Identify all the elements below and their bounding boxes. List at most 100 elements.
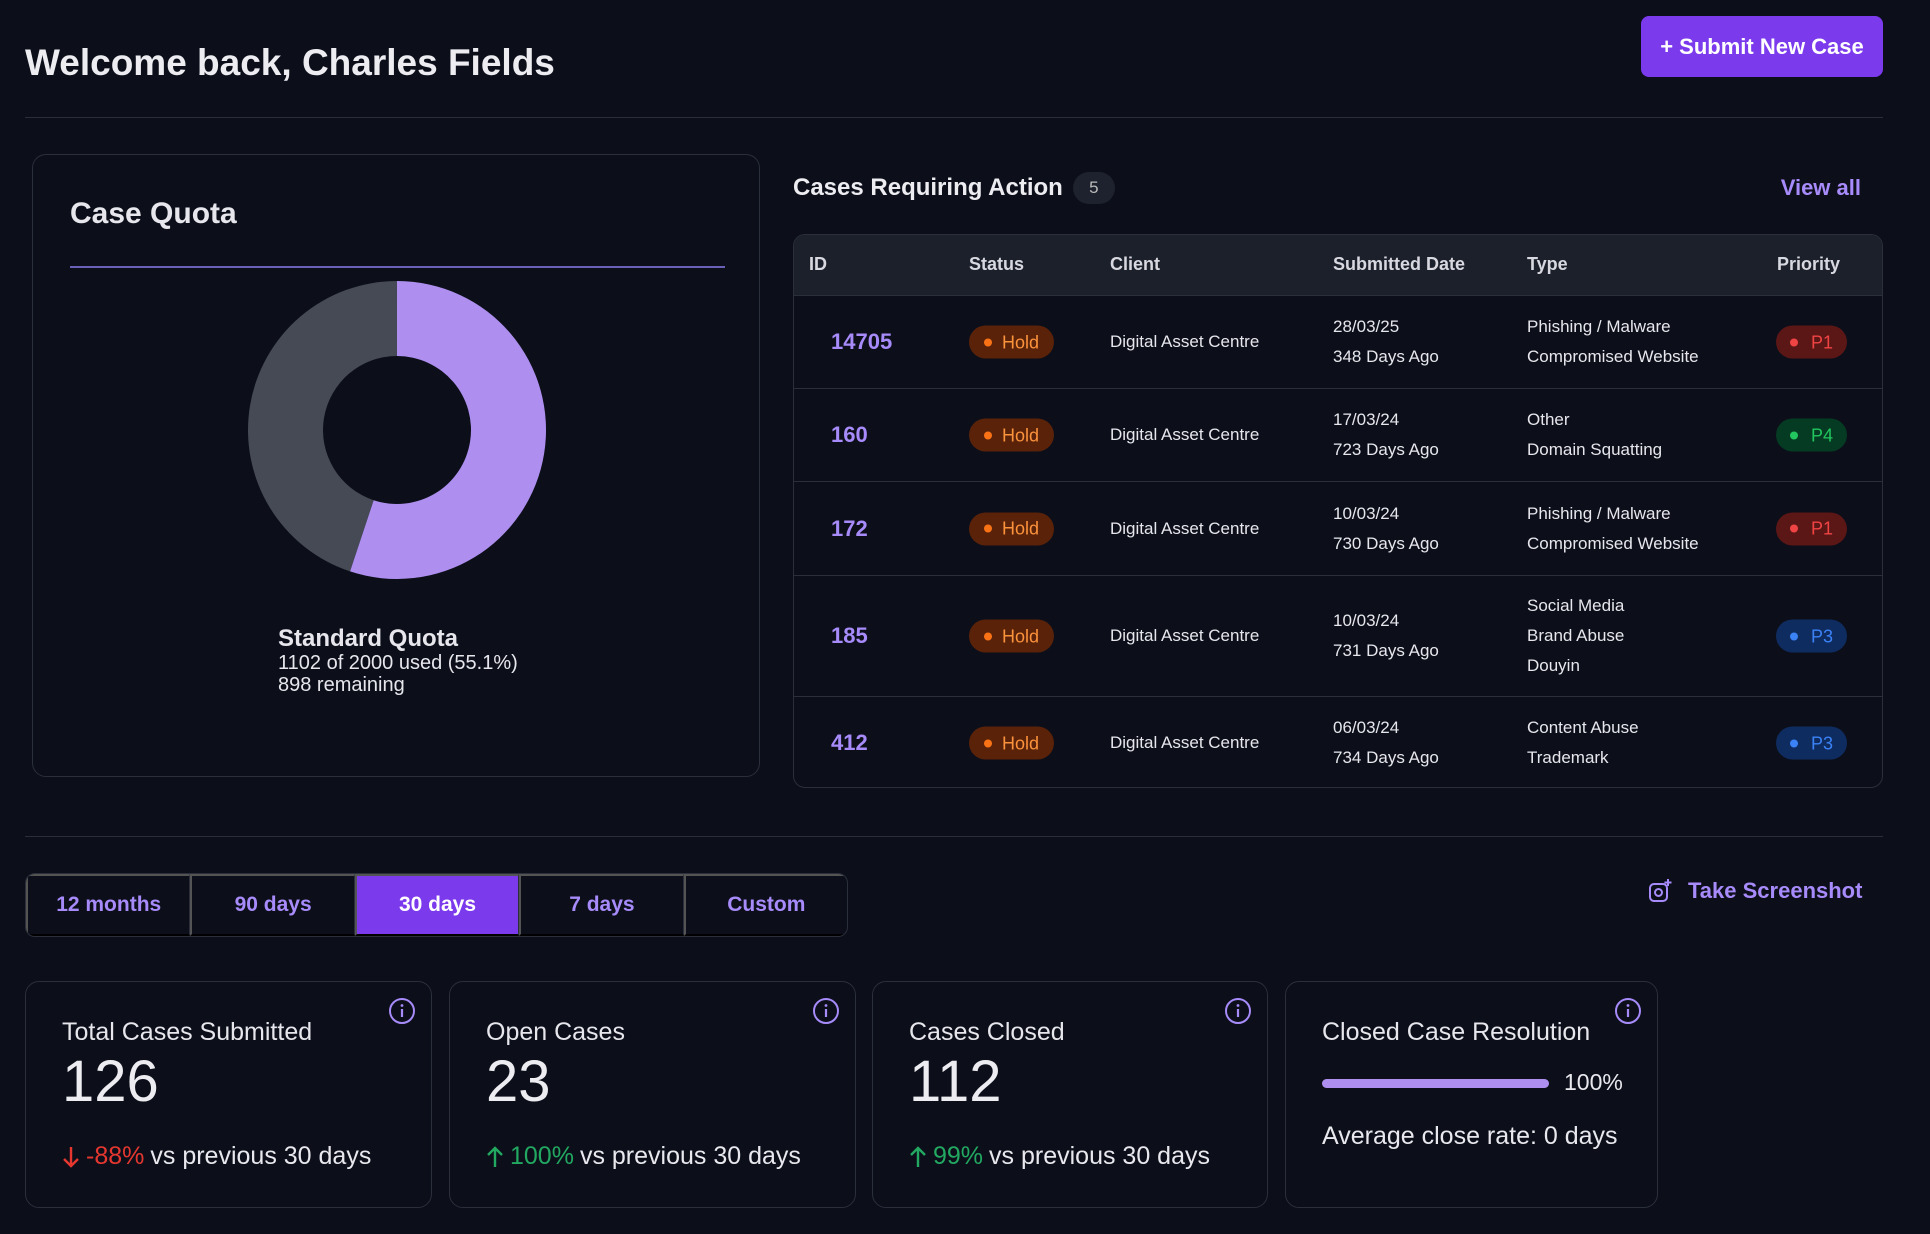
priority-badge: P1 (1776, 512, 1848, 545)
tab-30-days[interactable]: 30 days (354, 874, 520, 936)
cases-table: ID Status Client Submitted Date Type Pri… (793, 234, 1883, 788)
date-cell: 17/03/24 723 Days Ago (1333, 405, 1439, 465)
client-cell: Digital Asset Centre (1110, 518, 1260, 538)
priority-cell: P1 (1776, 512, 1848, 545)
resolution-progress-fill (1322, 1079, 1549, 1088)
stat-title: Total Cases Submitted (62, 1018, 313, 1046)
type-line: Compromised Website (1527, 533, 1699, 553)
status-dot-icon (984, 632, 992, 640)
type-cell: Other Domain Squatting (1527, 405, 1662, 465)
take-screenshot-label: Take Screenshot (1688, 878, 1863, 903)
status-dot-icon (984, 739, 992, 747)
status-dot-icon (984, 524, 992, 533)
type-line: Content Abuse (1527, 718, 1639, 737)
quota-used: 1102 of 2000 used (55.1%) (278, 652, 518, 674)
table-row[interactable]: 172 Hold Digital Asset Centre 10/03/24 73… (794, 482, 1882, 576)
status-badge: Hold (969, 619, 1055, 653)
column-header: Priority (1777, 254, 1841, 274)
quota-remaining: 898 remaining (278, 674, 405, 696)
type-line: Phishing / Malware (1527, 503, 1671, 523)
stat-card: Total Cases Submitted 126 -88% vs previo… (25, 981, 432, 1208)
case-id-link[interactable]: 185 (831, 623, 868, 648)
camera-icon (1649, 879, 1672, 902)
case-id-link[interactable]: 412 (831, 730, 868, 755)
type-line: Compromised Website (1527, 347, 1699, 366)
arrow-down-icon (63, 1146, 79, 1168)
type-line: Phishing / Malware (1527, 317, 1671, 336)
type-cell: Phishing / Malware Compromised Website (1527, 499, 1699, 559)
table-row[interactable]: 412 Hold Digital Asset Centre 06/03/24 73… (794, 697, 1882, 787)
type-line: Brand Abuse (1527, 626, 1625, 645)
column-header: Submitted Date (1333, 254, 1466, 274)
info-icon[interactable] (812, 997, 840, 1025)
delta-percent: -88% (86, 1142, 145, 1170)
tab-90-days[interactable]: 90 days (190, 874, 355, 936)
status-cell: Hold (969, 512, 1055, 545)
view-all-link[interactable]: View all (1780, 175, 1861, 200)
date-cell: 10/03/24 730 Days Ago (1333, 499, 1439, 559)
average-close-rate: Average close rate: 0 days (1322, 1122, 1618, 1150)
column-header: ID (809, 254, 827, 274)
arrow-up-icon (487, 1145, 503, 1167)
date-cell: 28/03/25 348 Days Ago (1333, 312, 1439, 372)
resolution-progress-bar (1322, 1079, 1549, 1088)
priority-cell: P3 (1776, 726, 1848, 760)
delta-percent: 100% (510, 1142, 574, 1170)
status-cell: Hold (969, 726, 1055, 760)
stat-delta: -88% vs previous 30 days (62, 1142, 371, 1171)
status-label: Hold (1002, 332, 1040, 352)
info-icon[interactable] (1224, 997, 1252, 1025)
priority-badge: P4 (1776, 418, 1848, 452)
type-line: Trademark (1527, 748, 1609, 767)
table-row[interactable]: 160 Hold Digital Asset Centre 17/03/24 72… (794, 389, 1882, 482)
submitted-date: 28/03/25 (1333, 317, 1400, 336)
priority-cell: P3 (1776, 619, 1848, 653)
status-badge: Hold (969, 726, 1055, 760)
divider (25, 836, 1883, 837)
priority-label: P4 (1811, 425, 1834, 445)
status-cell: Hold (969, 325, 1055, 359)
priority-dot-icon (1790, 338, 1798, 346)
status-label: Hold (1002, 733, 1040, 753)
priority-dot-icon (1790, 739, 1798, 747)
column-header: Status (969, 254, 1025, 274)
days-ago: 730 Days Ago (1333, 533, 1439, 553)
priority-dot-icon (1790, 524, 1798, 533)
arrow-up-icon (910, 1145, 926, 1167)
submit-new-case-button[interactable]: + Submit New Case (1641, 16, 1883, 77)
case-id-link[interactable]: 172 (831, 515, 868, 541)
info-icon[interactable] (388, 997, 416, 1025)
case-id-link[interactable]: 14705 (831, 329, 893, 354)
status-dot-icon (984, 338, 992, 346)
type-line: Social Media (1527, 596, 1625, 615)
submitted-date: 10/03/24 (1333, 503, 1400, 523)
column-header: Type (1527, 254, 1568, 274)
info-icon[interactable] (1614, 997, 1642, 1025)
stat-card-resolution: Closed Case Resolution 100% Average clos… (1285, 981, 1658, 1208)
priority-dot-icon (1790, 632, 1798, 640)
days-ago: 348 Days Ago (1333, 347, 1439, 366)
stat-title: Open Cases (486, 1018, 625, 1046)
stat-value: 112 (909, 1049, 1002, 1114)
tab-12-months[interactable]: 12 months (26, 874, 191, 936)
quota-used-segment (350, 281, 547, 579)
tab-7-days[interactable]: 7 days (519, 874, 684, 936)
divider (70, 266, 725, 268)
tab-custom[interactable]: Custom (683, 874, 847, 936)
days-ago: 734 Days Ago (1333, 748, 1439, 767)
stat-delta: 100% vs previous 30 days (486, 1142, 801, 1171)
priority-dot-icon (1790, 431, 1798, 439)
client-cell: Digital Asset Centre (1110, 733, 1260, 752)
status-cell: Hold (969, 418, 1055, 452)
table-row[interactable]: 14705 Hold Digital Asset Centre 28/03/25… (794, 296, 1882, 389)
priority-label: P3 (1811, 626, 1834, 646)
status-badge: Hold (969, 325, 1055, 359)
quota-name: Standard Quota (278, 625, 459, 652)
submitted-date: 17/03/24 (1333, 410, 1400, 429)
case-id-link[interactable]: 160 (831, 422, 868, 447)
table-row[interactable]: 185 Hold Digital Asset Centre 10/03/24 73… (794, 576, 1882, 697)
page-title: Welcome back, Charles Fields (25, 42, 555, 83)
take-screenshot-button[interactable]: Take Screenshot (1648, 878, 1862, 904)
case-quota-title: Case Quota (70, 197, 237, 230)
table-header: ID Status Client Submitted Date Type Pri… (794, 235, 1882, 296)
